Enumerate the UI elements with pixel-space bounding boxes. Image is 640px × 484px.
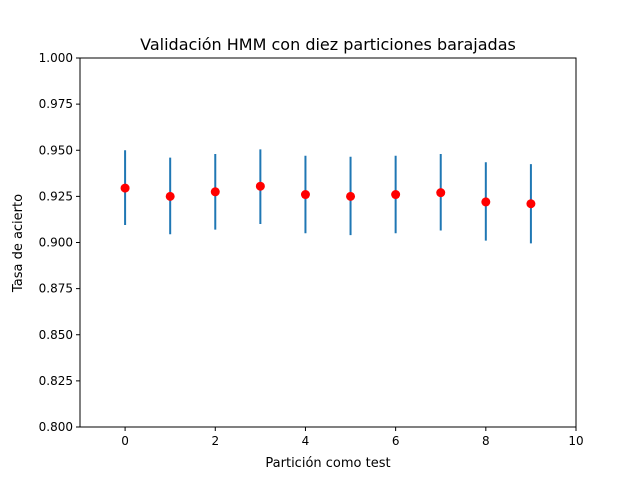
x-axis-label: Partición como test — [265, 456, 390, 471]
y-tick-label: 0.950 — [39, 143, 73, 157]
axes: 0 2 4 6 8 10 0.800 0.825 0.850 0.875 0.900 0.925 0.9… — [39, 51, 584, 448]
data-point — [210, 187, 220, 197]
x-tick-label: 8 — [482, 434, 490, 448]
y-tick-label: 1.000 — [39, 51, 73, 65]
data-point — [391, 190, 401, 200]
y-tick-label: 0.850 — [39, 328, 73, 342]
y-tick-label: 0.825 — [39, 374, 73, 388]
x-tick-label: 4 — [302, 434, 310, 448]
chart-title: Validación HMM con diez particiones bara… — [140, 35, 516, 54]
y-tick-label: 0.900 — [39, 236, 73, 250]
y-axis-label: Tasa de acierto — [11, 194, 26, 293]
y-tick-label: 0.800 — [39, 420, 73, 434]
data-point — [165, 191, 175, 201]
x-tick-label: 6 — [392, 434, 400, 448]
data-point — [120, 183, 130, 193]
plot-area — [120, 149, 536, 244]
y-tick-label: 0.875 — [39, 282, 73, 296]
x-tick-label: 2 — [211, 434, 219, 448]
data-point — [300, 190, 310, 200]
x-tick-label: 0 — [121, 434, 129, 448]
data-point — [255, 181, 265, 191]
x-tick-label: 10 — [568, 434, 583, 448]
data-point — [436, 188, 446, 198]
y-tick-label: 0.975 — [39, 97, 73, 111]
y-tick-label: 0.925 — [39, 189, 73, 203]
plot-frame — [79, 57, 577, 428]
data-point — [481, 197, 491, 207]
data-point — [346, 191, 356, 201]
data-point — [526, 199, 536, 209]
